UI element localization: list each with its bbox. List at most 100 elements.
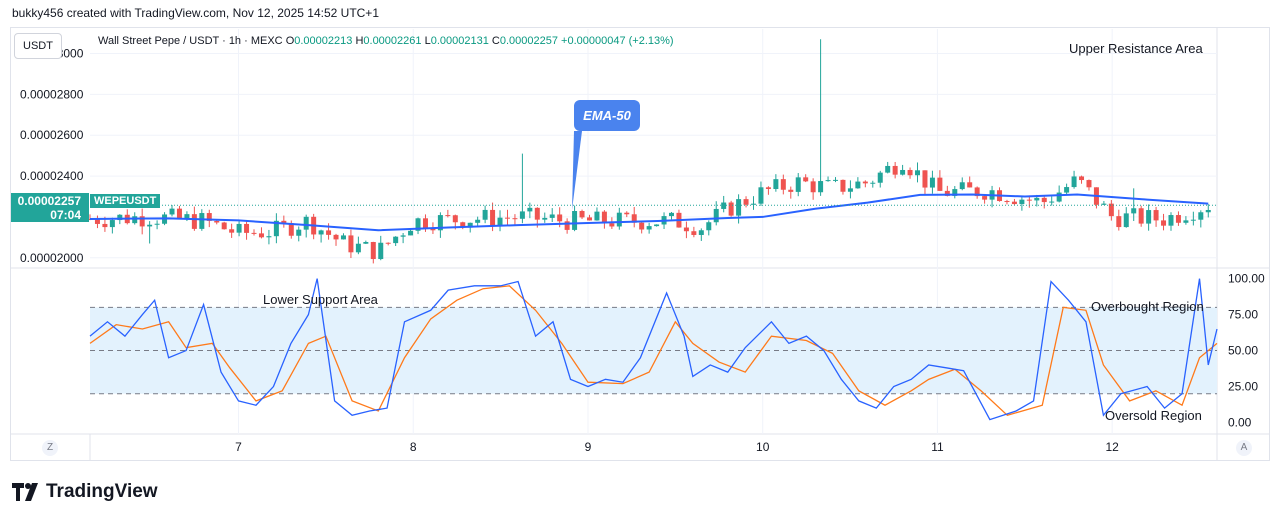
candle-body [579,210,585,218]
candle-body [1131,208,1137,214]
candle-body [713,208,719,223]
candle-body [1064,187,1070,193]
candle-body [668,212,674,217]
time-tick-label: 11 [931,440,944,454]
candle-body [117,214,123,221]
candle-body [862,181,868,184]
candle-body [691,231,697,235]
candle-body [706,222,712,231]
candle-body [512,218,518,220]
ema-50-line [89,193,1209,232]
candle-body [206,213,212,221]
candle-body [698,230,704,235]
a-button[interactable]: A [1236,440,1252,456]
candle-body [907,169,913,176]
stochastic-tick-label: 50.00 [1228,344,1258,358]
candle-body [147,224,153,227]
legend-l-value: 0.00002131 [430,35,489,47]
candle-body [244,223,250,233]
candle-body [937,177,943,191]
candle-body [982,196,988,200]
candle-body [1175,215,1181,223]
candle-body [340,235,346,240]
tradingview-logo: TradingView [12,481,158,503]
candle-body [601,211,607,224]
ohlc-legend: Wall Street Pepe / USDT · 1h · MEXC O0.0… [98,35,674,47]
candle-body [318,230,324,235]
z-button[interactable]: Z [42,440,58,456]
candle-body [974,187,980,197]
candle-body [885,165,891,173]
candle-body [855,181,861,189]
candle-body [490,209,496,226]
candle-body [422,218,428,229]
chart-frame [10,27,1270,461]
candle-body [94,219,100,224]
candle-body [273,220,279,237]
candle-body [109,220,115,228]
stochastic-tick-label: 25.00 [1228,380,1258,394]
legend-h-value: 0.00002261 [363,35,422,47]
candle-body [363,241,369,244]
candle-body [303,216,309,230]
candle-body [803,177,809,182]
candle-body [199,213,205,229]
candle-body [385,242,391,244]
candle-body [191,214,197,229]
candle-body [251,232,257,234]
candle-body [564,221,570,230]
candle-body [1041,197,1047,203]
stochastic-tick-label: 75.00 [1228,308,1258,322]
last-price-value: 0.00002257 [17,194,81,208]
price-tick-label: 0.00002400 [20,169,84,183]
candle-body [557,214,563,222]
candle-body [1198,212,1204,220]
candle-body [549,214,555,218]
candle-body [795,177,801,192]
candle-body [527,207,533,212]
candle-body [594,211,600,221]
candle-body [475,219,481,223]
candle-body [833,179,839,181]
candle-body [751,203,757,205]
candle-body [624,212,630,215]
candle-body [326,230,332,235]
candle-body [348,235,354,253]
candle-body [154,223,160,225]
candle-body [1011,201,1017,205]
candle-body [586,217,592,221]
price-tick-label: 0.00002800 [20,87,84,101]
candle-body [780,179,786,190]
candle-body [266,236,272,238]
candle-body [378,242,384,260]
time-tick-label: 7 [235,440,242,454]
candle-body [1049,201,1055,203]
legend-o-value: 0.00002213 [294,35,353,47]
logo-text: TradingView [46,481,158,502]
candle-body [408,230,414,236]
candle-body [609,223,615,227]
candle-body [1205,209,1211,213]
currency-button[interactable]: USDT [14,33,62,59]
candle-body [743,199,749,205]
candle-body [646,226,652,230]
candle-body [810,181,816,193]
legend-symbol: Wall Street Pepe / USDT · 1h · MEXC [98,35,283,47]
candle-body [1108,203,1114,217]
candle-body [445,215,451,217]
candle-body [631,214,637,223]
candle-body [1056,192,1062,202]
candle-body [482,209,488,220]
stochastic-tick-label: 0.00 [1228,415,1252,429]
candle-body [214,220,220,223]
candle-body [758,187,764,204]
candle-body [221,222,227,230]
candle-body [1004,201,1010,203]
candle-body [1168,215,1174,226]
ema-callout-pointer [572,131,582,210]
candle-body [430,228,436,231]
candle-body [1116,216,1122,228]
candle-body [683,227,689,232]
candle-body [370,241,376,260]
